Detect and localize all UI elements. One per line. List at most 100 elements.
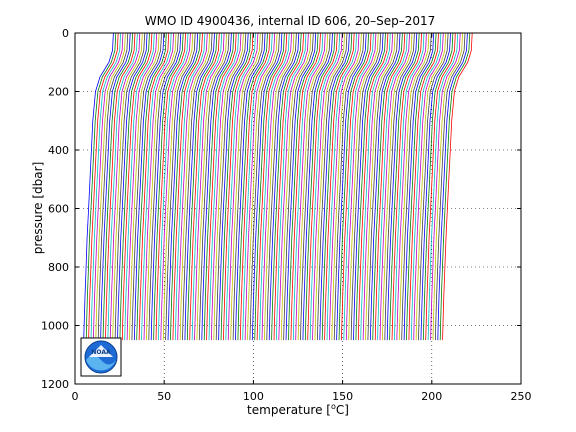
profile-line [398, 32, 430, 341]
profile-line [230, 32, 261, 341]
plot-area: 0 50 100 150 200 250 0 200 400 600 800 1000 1200 [41, 27, 532, 403]
profile-line [150, 32, 182, 341]
x-tick-label: 100 [243, 390, 264, 403]
y-tick-label: 0 [62, 27, 69, 40]
profile-line [184, 32, 215, 341]
profile-line [384, 32, 415, 341]
profile-line [247, 32, 278, 341]
profile-line [244, 32, 276, 341]
profile-line [191, 32, 223, 341]
profile-line [302, 32, 333, 341]
profile-line [155, 32, 186, 341]
profile-line [189, 32, 220, 341]
profile-line [239, 32, 271, 341]
profile-line [124, 32, 155, 341]
profile-line [186, 32, 218, 341]
profile-line [266, 32, 297, 341]
profile-line [225, 32, 256, 341]
profile-line [333, 32, 365, 341]
profile-line [418, 32, 449, 341]
profile-line [362, 32, 394, 341]
profile-line [389, 32, 420, 341]
profile-line [83, 32, 114, 341]
profile-line [126, 32, 158, 341]
y-tick-label: 800 [48, 261, 69, 274]
profile-line [425, 32, 456, 341]
profile-line [300, 32, 331, 341]
profile-line [162, 32, 194, 341]
profile-line [153, 32, 184, 341]
profile-line [256, 32, 288, 341]
profile-line [88, 32, 119, 341]
profile-line [321, 32, 353, 341]
profile-line [109, 32, 141, 341]
chart-title: WMO ID 4900436, internal ID 606, 20–Sep–… [145, 14, 436, 28]
x-axis-title: temperature [oC] [247, 402, 349, 417]
profile-line [158, 32, 189, 341]
profile-line [218, 32, 249, 341]
x-tick-label: 250 [511, 390, 532, 403]
profile-line [179, 32, 211, 341]
profile-line [312, 32, 343, 341]
profile-line [350, 32, 382, 341]
profile-line [439, 32, 471, 341]
profile-line [177, 32, 208, 341]
profile-line [379, 32, 410, 341]
profile-line [295, 32, 326, 341]
profile-line [242, 32, 273, 341]
profile-line [307, 32, 338, 341]
profile-line [121, 32, 153, 341]
profile-line [213, 32, 244, 341]
profile-line [203, 32, 235, 341]
profile-line [317, 32, 348, 341]
profile-line [165, 32, 196, 341]
profile-line [95, 32, 126, 341]
profile-line [348, 32, 379, 341]
profile-line [331, 32, 362, 341]
profile-line [261, 32, 292, 341]
profile-line [435, 32, 466, 341]
profile-line [410, 32, 442, 341]
y-tick-label: 400 [48, 144, 69, 157]
profile-line [314, 32, 345, 341]
profile-line [251, 32, 283, 341]
profile-line [131, 32, 162, 341]
profile-line [174, 32, 206, 341]
profile-line [386, 32, 418, 341]
profile-line [107, 32, 138, 341]
profile-line [319, 32, 350, 341]
profile-line [290, 32, 321, 341]
profile-line [271, 32, 302, 341]
profile-line [360, 32, 391, 341]
y-axis-ticks: 0 200 400 600 800 1000 1200 [41, 27, 521, 391]
profile-line [208, 32, 239, 341]
profile-line [196, 32, 227, 341]
y-tick-label: 1000 [41, 320, 69, 333]
profile-line [336, 32, 367, 341]
profile-line [406, 32, 437, 341]
profile-line [432, 32, 463, 341]
profile-line [396, 32, 427, 341]
profile-line [167, 32, 199, 341]
profile-line [268, 32, 300, 341]
x-axis-ticks: 0 50 100 150 200 250 [72, 33, 532, 403]
profile-line [93, 32, 124, 341]
profile-line [194, 32, 225, 341]
profile-line [129, 32, 160, 341]
x-tick-label: 0 [72, 390, 79, 403]
profile-line [273, 32, 304, 341]
profile-line [288, 32, 319, 341]
profile-line [304, 32, 336, 341]
profile-line [114, 32, 146, 341]
profile-lines [83, 32, 473, 341]
profile-line [90, 32, 121, 341]
profile-line [292, 32, 324, 341]
profile-line [374, 32, 406, 341]
profile-line [283, 32, 314, 341]
profile-line [357, 32, 389, 341]
profile-line [437, 32, 468, 341]
profile-line [415, 32, 447, 341]
profile-line [223, 32, 254, 341]
profile-line [170, 32, 201, 341]
